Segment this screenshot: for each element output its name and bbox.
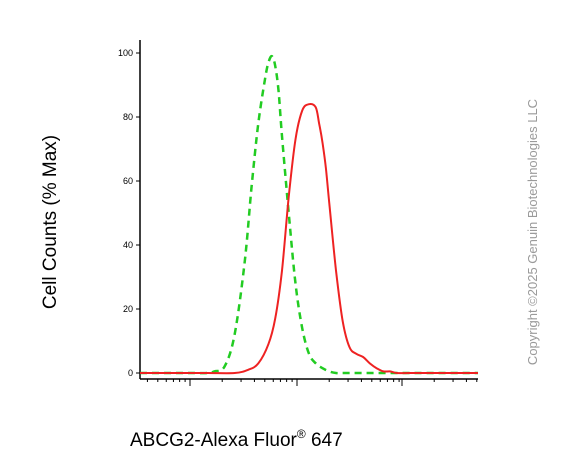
copyright-watermark: Copyright ©2025 Genuin Biotechnologies L…	[525, 99, 540, 365]
x-axis-ticks	[146, 379, 478, 386]
x-axis-title-superscript: ®	[297, 427, 306, 441]
y-axis-title: Cell Counts (% Max)	[40, 135, 61, 309]
series-line-dashed	[140, 54, 478, 375]
y-tick-label: 0	[128, 368, 133, 378]
x-axis-title-main: ABCG2-Alexa Fluor	[130, 430, 298, 451]
series-line-solid	[140, 103, 478, 375]
y-tick-label: 80	[123, 112, 133, 122]
y-tick-label: 40	[123, 240, 133, 250]
x-axis-title-suffix: 647	[306, 430, 343, 451]
series-layer	[140, 54, 478, 375]
y-tick-label: 20	[123, 304, 133, 314]
y-tick-label: 100	[118, 48, 133, 58]
y-axis-ticks: 0 20 40 60 80 100	[118, 48, 140, 378]
x-axis-title: ABCG2-Alexa Fluor® 647	[130, 427, 343, 451]
y-tick-label: 60	[123, 176, 133, 186]
